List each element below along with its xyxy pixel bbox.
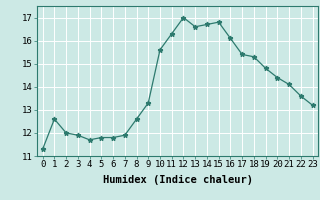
X-axis label: Humidex (Indice chaleur): Humidex (Indice chaleur) — [103, 175, 252, 185]
